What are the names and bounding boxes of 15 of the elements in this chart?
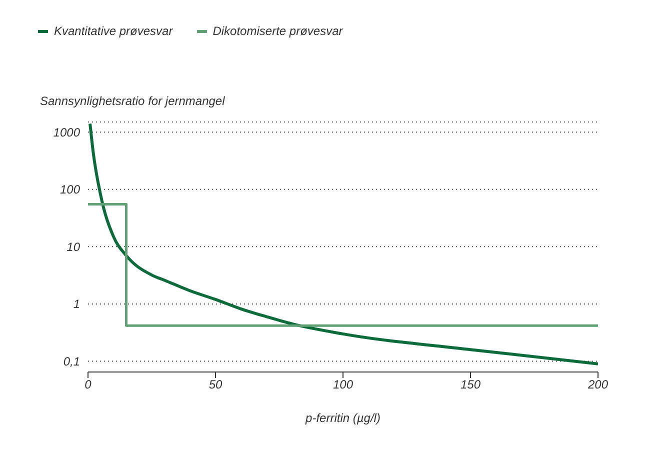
legend-label: Kvantitative prøvesvar bbox=[53, 23, 173, 40]
y-tick-label: 1 bbox=[73, 297, 80, 312]
y-tick-label: 0,1 bbox=[63, 354, 80, 369]
y-tick-label: 100 bbox=[60, 182, 80, 197]
y-axis-title: Sannsynlighetsratio for jernmangel bbox=[39, 94, 226, 110]
x-tick-label: 0 bbox=[84, 378, 92, 392]
y-tick-label: 1000 bbox=[53, 125, 80, 140]
legend-label: Dikotomiserte prøvesvar bbox=[212, 23, 343, 40]
x-tick-label: 50 bbox=[208, 378, 222, 392]
x-axis-title: p-ferritin (µg/l) bbox=[304, 411, 380, 425]
x-tick-label: 150 bbox=[460, 378, 481, 392]
x-tick-label: 200 bbox=[586, 378, 608, 392]
y-tick-label: 10 bbox=[66, 240, 80, 254]
x-tick-label: 100 bbox=[332, 378, 354, 392]
line-series bbox=[88, 122, 598, 366]
